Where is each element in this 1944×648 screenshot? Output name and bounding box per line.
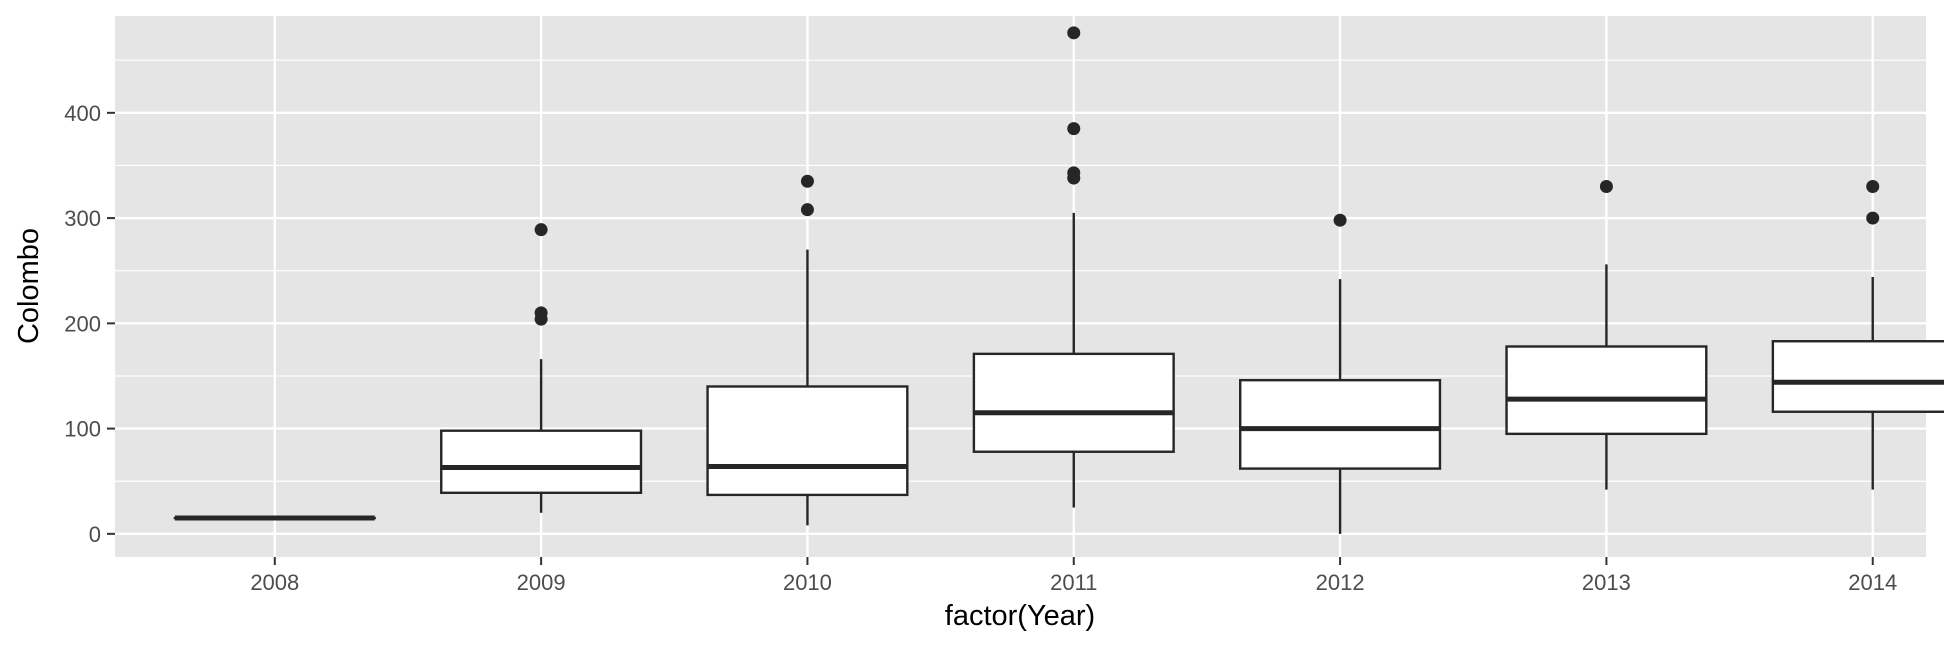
box-2011 xyxy=(972,26,1175,508)
outlier-point xyxy=(1866,180,1880,194)
outlier-point xyxy=(1067,26,1081,40)
outlier-point xyxy=(534,223,548,237)
x-tick-label: 2009 xyxy=(517,570,566,595)
x-tick-label: 2012 xyxy=(1316,570,1365,595)
y-tick-label: 300 xyxy=(64,206,101,231)
box-2014 xyxy=(1771,180,1944,490)
box-iqr xyxy=(1239,378,1442,470)
y-axis-title: Colombo xyxy=(13,228,45,344)
box-2009 xyxy=(440,223,643,513)
y-tick-label: 100 xyxy=(64,417,101,442)
y-tick-label: 200 xyxy=(64,311,101,336)
y-tick-label: 400 xyxy=(64,101,101,126)
box-2012 xyxy=(1239,213,1442,534)
box-2010 xyxy=(706,174,909,526)
box-iqr xyxy=(440,429,643,494)
outlier-point xyxy=(1333,213,1347,227)
y-tick-label: 0 xyxy=(89,522,101,547)
outlier-point xyxy=(534,306,548,320)
outlier-point xyxy=(1599,180,1613,194)
box-2013 xyxy=(1505,180,1708,490)
outlier-point xyxy=(1067,166,1081,180)
x-tick-label: 2011 xyxy=(1050,570,1097,595)
box-iqr xyxy=(972,352,1175,453)
box-iqr xyxy=(706,385,909,497)
y-axis: 0 100 200 300 400 xyxy=(64,101,115,547)
x-tick-label: 2008 xyxy=(250,570,299,595)
outlier-point xyxy=(800,203,814,217)
outlier-point xyxy=(800,174,814,188)
panel-background xyxy=(115,16,1926,557)
x-tick-label: 2010 xyxy=(783,570,832,595)
box-iqr xyxy=(1505,345,1708,436)
boxes-layer xyxy=(173,26,1944,534)
x-axis: 2008 2009 2010 2011 2012 2013 2014 xyxy=(250,557,1897,595)
box-iqr xyxy=(1771,340,1944,413)
outlier-point xyxy=(1866,211,1880,225)
x-tick-label: 2014 xyxy=(1848,570,1897,595)
outlier-point xyxy=(1067,122,1081,136)
x-tick-label: 2013 xyxy=(1582,570,1631,595)
x-axis-title: factor(Year) xyxy=(945,600,1095,632)
